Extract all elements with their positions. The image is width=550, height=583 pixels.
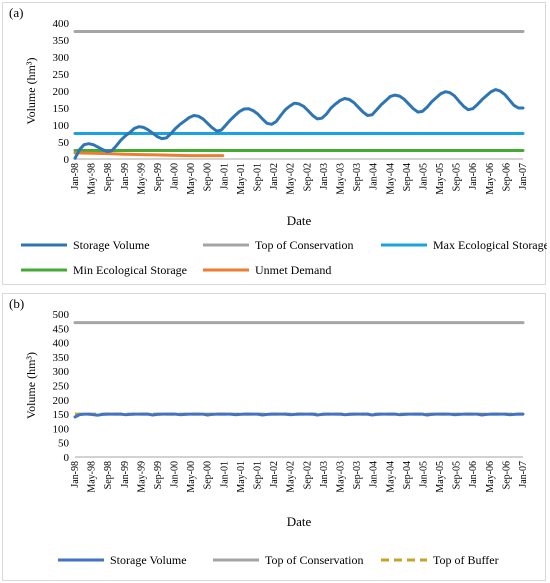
x-tick-label: Jan-99 [120, 461, 131, 488]
x-tick-label: Jan-04 [369, 163, 380, 190]
y-tick-label: 150 [53, 103, 70, 115]
y-tick-label: 100 [53, 423, 70, 435]
x-tick-label: Jan-01 [219, 163, 230, 190]
x-tick-label: Sep-02 [302, 461, 313, 489]
x-tick-label: May-05 [435, 461, 446, 493]
x-tick-label: May-05 [435, 163, 446, 195]
x-tick-label: Jan-06 [468, 163, 479, 190]
x-tick-label: Jan-03 [319, 163, 330, 190]
y-tick-label: 200 [53, 86, 70, 98]
x-tick-label: Jan-98 [70, 461, 81, 488]
x-tick-label: Jan-99 [120, 163, 131, 190]
x-tick-label: May-06 [485, 461, 496, 493]
x-tick-label: Sep-03 [352, 163, 363, 191]
x-tick-label: Sep-06 [501, 461, 512, 489]
legend-label: Top of Buffer [433, 553, 499, 567]
x-tick-label: Jan-05 [418, 461, 429, 488]
x-tick-label: May-00 [186, 163, 197, 195]
series-line-storage-volume [73, 88, 525, 160]
x-tick-label: Sep-00 [203, 163, 214, 191]
legend-label: Storage Volume [110, 553, 187, 567]
x-tick-label: Jan-98 [70, 163, 81, 190]
x-tick-label: May-04 [385, 461, 396, 493]
x-tick-label: Jan-04 [369, 461, 380, 488]
y-tick-label: 150 [53, 409, 70, 421]
x-tick-label: May-98 [87, 461, 98, 493]
chart-panel-b: (b) 0 50 100 150 200 250 300 350 400 450 500 Volume … [2, 293, 546, 581]
x-tick-label: Jan-06 [468, 461, 479, 488]
x-tick-label: Sep-06 [501, 163, 512, 191]
x-tick-label: Sep-00 [203, 461, 214, 489]
y-tick-label: 50 [58, 438, 70, 450]
chart-panel-a: (a) 0 50 100 150 200 250 300 350 400 Volume (hm³) J… [2, 2, 547, 285]
x-tick-label: May-03 [335, 163, 346, 195]
x-tick-label: May-00 [186, 461, 197, 493]
x-tick-label: May-03 [335, 461, 346, 493]
x-tick-label: Jan-02 [269, 461, 280, 488]
y-tick-label: 300 [53, 366, 70, 378]
x-tick-label: Sep-05 [452, 163, 463, 191]
y-tick-label: 500 [53, 309, 70, 321]
x-tick-label: Sep-01 [253, 163, 264, 191]
x-tick-label: Sep-02 [302, 163, 313, 191]
x-tick-label: May-99 [136, 461, 147, 493]
x-tick-label: Sep-04 [402, 461, 413, 489]
legend-label: Storage Volume [73, 238, 150, 252]
x-tick-label: Jan-02 [269, 163, 280, 190]
y-tick-label: 450 [53, 323, 70, 335]
x-tick-label: May-01 [236, 461, 247, 493]
y-tick-label: 300 [53, 52, 70, 64]
x-axis-label: Date [287, 514, 312, 529]
chart-a-svg: (a) 0 50 100 150 200 250 300 350 400 Volume (hm³) J… [9, 5, 547, 277]
x-tick-label: May-01 [236, 163, 247, 195]
x-tick-label: Jan-00 [170, 163, 181, 190]
panel-label: (a) [9, 5, 23, 20]
y-tick-label: 350 [53, 352, 70, 364]
x-tick-label: May-98 [87, 163, 98, 195]
x-tick-label: Sep-03 [352, 461, 363, 489]
x-tick-label: Jan-00 [170, 461, 181, 488]
y-axis-label: Volume (hm³) [24, 57, 38, 124]
legend-label: Top of Conservation [265, 553, 363, 567]
x-tick-label: May-06 [485, 163, 496, 195]
y-tick-label: 250 [53, 381, 70, 393]
x-tick-label: May-99 [136, 163, 147, 195]
chart-b-svg: (b) 0 50 100 150 200 250 300 350 400 450 500 Volume … [9, 296, 529, 567]
series-line-unmet-demand [73, 151, 225, 158]
x-tick-label: Jan-07 [518, 163, 529, 190]
y-tick-label: 100 [53, 120, 70, 132]
x-tick-label: Sep-98 [103, 163, 114, 191]
x-tick-label: Sep-04 [402, 163, 413, 191]
x-tick-label: Jan-07 [518, 461, 529, 488]
y-tick-label: 250 [53, 69, 70, 81]
x-tick-label: Jan-01 [219, 461, 230, 488]
legend-label: Top of Conservation [255, 238, 353, 252]
y-tick-label: 400 [53, 338, 70, 350]
legend-label: Min Ecological Storage [73, 263, 187, 277]
legend-label: Max Ecological Storage [433, 238, 547, 252]
x-tick-label: Sep-01 [253, 461, 264, 489]
x-tick-label: Sep-99 [153, 163, 164, 191]
y-axis-label: Volume (hm³) [24, 352, 38, 419]
x-tick-label: Sep-99 [153, 461, 164, 489]
legend-label: Unmet Demand [255, 263, 331, 277]
y-tick-label: 200 [53, 395, 70, 407]
x-tick-label: Jan-03 [319, 461, 330, 488]
x-axis-label: Date [287, 213, 312, 228]
y-tick-label: 50 [58, 137, 70, 149]
x-tick-label: Jan-05 [418, 163, 429, 190]
x-tick-label: Sep-05 [452, 461, 463, 489]
y-tick-label: 0 [64, 154, 70, 166]
y-tick-label: 350 [53, 35, 70, 47]
y-tick-label: 400 [53, 18, 70, 30]
series-line-storage-volume [73, 412, 525, 419]
y-tick-label: 0 [64, 452, 70, 464]
x-tick-label: May-04 [385, 163, 396, 195]
x-tick-label: Sep-98 [103, 461, 114, 489]
x-tick-label: May-02 [286, 163, 297, 195]
panel-label: (b) [9, 296, 24, 311]
x-tick-label: May-02 [286, 461, 297, 493]
